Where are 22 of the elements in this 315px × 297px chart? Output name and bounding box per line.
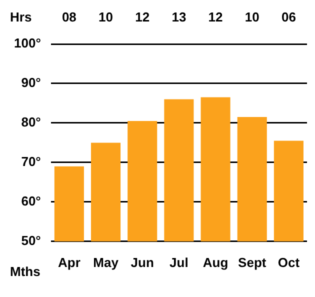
text: Hrs	[10, 10, 32, 25]
y-tick-label: 100°	[14, 36, 41, 51]
y-tick-label: 50°	[21, 232, 41, 248]
text: 08	[62, 10, 76, 25]
y-tick-label: 70°	[21, 154, 41, 170]
text: 12	[208, 10, 223, 25]
x-tick-label: Oct	[278, 254, 300, 270]
x-tick-label: Apr	[58, 254, 80, 270]
text: 10	[244, 10, 260, 25]
text: 10	[98, 10, 114, 25]
x-tick-label: Sept	[238, 254, 267, 270]
text: 12	[135, 10, 150, 25]
text: 06	[281, 10, 296, 25]
y-tick-label: 90°	[21, 75, 41, 90]
x-tick-label: Aug	[202, 254, 228, 270]
x-tick-label: Jul	[170, 254, 188, 270]
text: 13	[172, 10, 186, 25]
y-tick-label: 80°	[21, 114, 41, 130]
x-axis-title: Mths	[10, 264, 40, 279]
x-tick-label: Jun	[130, 254, 154, 270]
x-tick-label: May	[93, 254, 120, 270]
y-tick-label: 60°	[21, 194, 41, 208]
